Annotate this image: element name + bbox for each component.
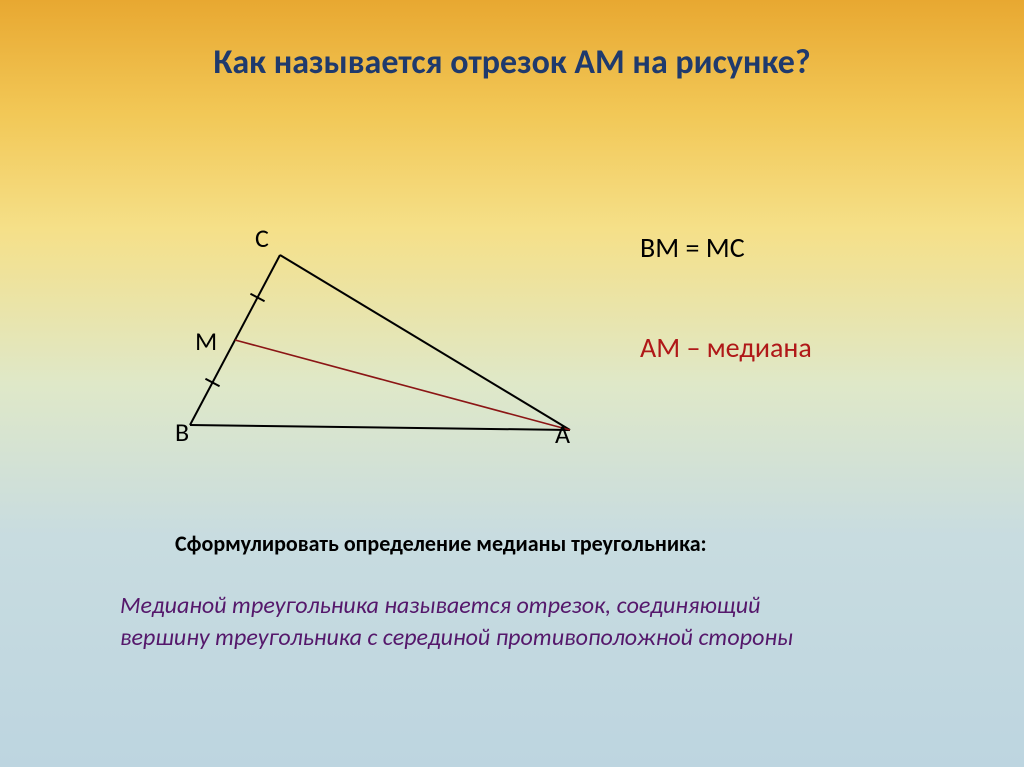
triangle-diagram [170, 235, 590, 515]
prompt-text: Сформулировать определение медианы треуг… [175, 530, 707, 557]
page-title: Как называется отрезок АМ на рисунке? [0, 0, 1024, 83]
vertex-label-c: C [255, 222, 269, 254]
definition-text: Медианой треугольника называется отрезок… [120, 590, 793, 655]
vertex-label-m: M [195, 325, 217, 357]
definition-line-1: Медианой треугольника называется отрезок… [120, 591, 760, 620]
given-equation: BM = MC [640, 230, 745, 265]
vertex-label-b: B [175, 416, 189, 448]
answer-text: АМ – медиана [640, 330, 812, 365]
vertex-label-a: A [555, 418, 570, 450]
definition-line-2: вершину треугольника с серединой противо… [120, 623, 793, 652]
